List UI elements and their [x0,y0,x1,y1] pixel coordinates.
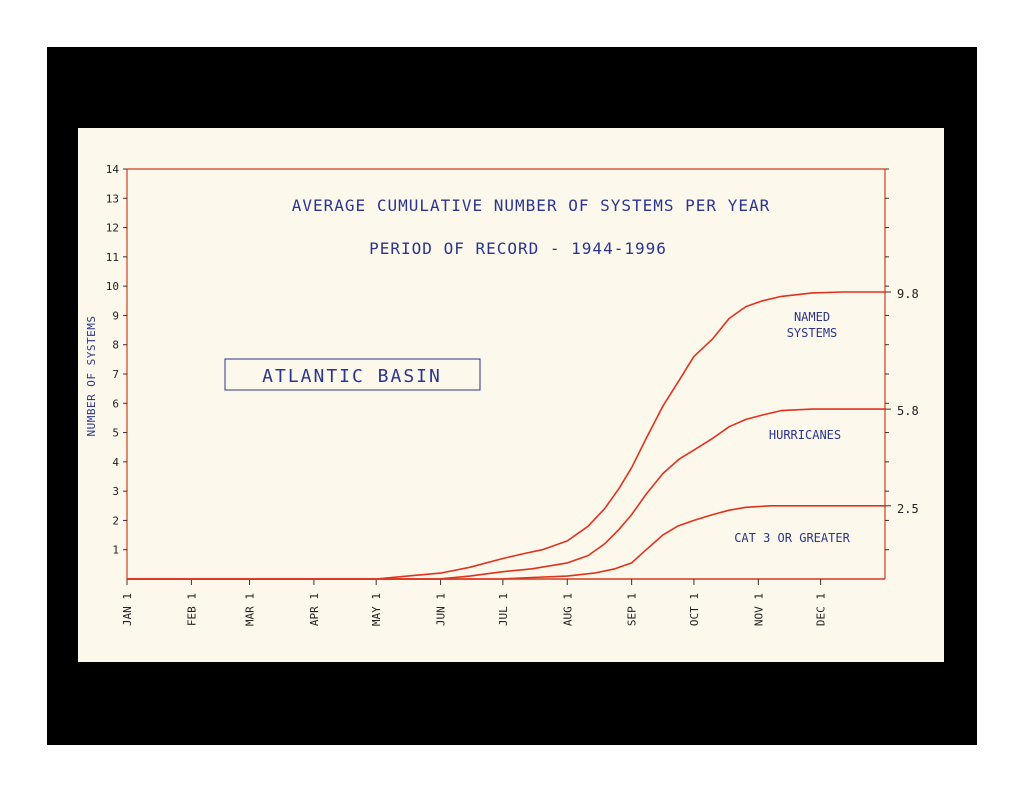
x-tick-label: DEC 1 [815,593,828,626]
series-line-3 [127,505,885,580]
x-tick-label: FEB 1 [185,593,198,626]
x-tick-label: MAR 1 [244,593,257,626]
series-lines [127,291,885,580]
y-tick-label: 2 [112,514,119,527]
chart-subtitle: PERIOD OF RECORD - 1944-1996 [369,239,667,258]
x-tick-label: MAY 1 [370,593,383,626]
y-tick-label: 5 [112,427,119,440]
series-line-2 [127,408,885,580]
axes [126,168,886,580]
y-tick-label: 14 [106,163,120,176]
y-tick-label: 1 [112,544,119,557]
y-tick-label: 10 [106,280,119,293]
x-tick-label: AUG 1 [561,593,574,626]
x-tick-label: JAN 1 [121,593,134,626]
y-tick-label: 6 [112,397,119,410]
series-label-cat3: CAT 3 OR GREATER [734,531,850,545]
x-tick-label: APR 1 [308,593,321,626]
basin-label: ATLANTIC BASIN [262,366,442,387]
y-tick-label: 12 [106,222,119,235]
y-tick-label: 9 [112,309,119,322]
y-tick-label: 7 [112,368,119,381]
y-tick-label: 13 [106,192,119,205]
series-line-1 [127,291,885,580]
series-label-named-line2: SYSTEMS [787,326,838,340]
x-tick-label: OCT 1 [688,593,701,626]
y-tick-label: 8 [112,339,119,352]
endpoint-named: 9.8 [897,287,919,301]
x-tick-label: JUN 1 [435,593,448,626]
endpoint-hurricanes: 5.8 [897,404,919,418]
y-tick-label: 4 [112,456,119,469]
chart-title: AVERAGE CUMULATIVE NUMBER OF SYSTEMS PER… [292,196,770,215]
basin-box [224,358,481,391]
y-tick-label: 3 [112,485,119,498]
series-label-hurricanes: HURRICANES [769,428,841,442]
x-tick-label: NOV 1 [752,593,765,626]
endpoint-cat3: 2.5 [897,502,919,516]
y-tick-label: 11 [106,251,119,264]
y-axis-label: NUMBER OF SYSTEMS [85,315,98,436]
x-tick-label: SEP 1 [626,593,639,626]
x-tick-label: JUL 1 [497,593,510,626]
series-label-named-line1: NAMED [794,310,830,324]
